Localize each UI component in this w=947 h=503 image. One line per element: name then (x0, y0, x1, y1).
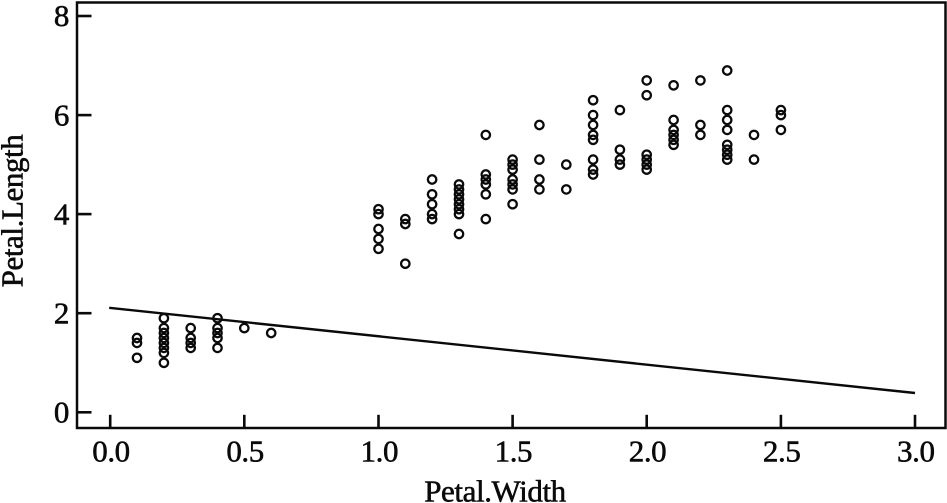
svg-text:Petal.Width: Petal.Width (424, 474, 566, 503)
svg-text:0.5: 0.5 (226, 434, 264, 469)
svg-text:1.5: 1.5 (495, 434, 533, 469)
svg-text:8: 8 (54, 0, 69, 33)
svg-text:2.0: 2.0 (629, 434, 667, 469)
svg-text:0: 0 (54, 395, 69, 430)
svg-text:1.0: 1.0 (361, 434, 399, 469)
svg-text:Petal.Length: Petal.Length (0, 134, 30, 288)
svg-text:0.0: 0.0 (92, 434, 130, 469)
svg-text:6: 6 (54, 97, 69, 132)
svg-text:2: 2 (54, 295, 69, 330)
svg-text:2.5: 2.5 (763, 434, 801, 469)
svg-text:4: 4 (54, 196, 70, 231)
svg-text:3.0: 3.0 (897, 434, 935, 469)
